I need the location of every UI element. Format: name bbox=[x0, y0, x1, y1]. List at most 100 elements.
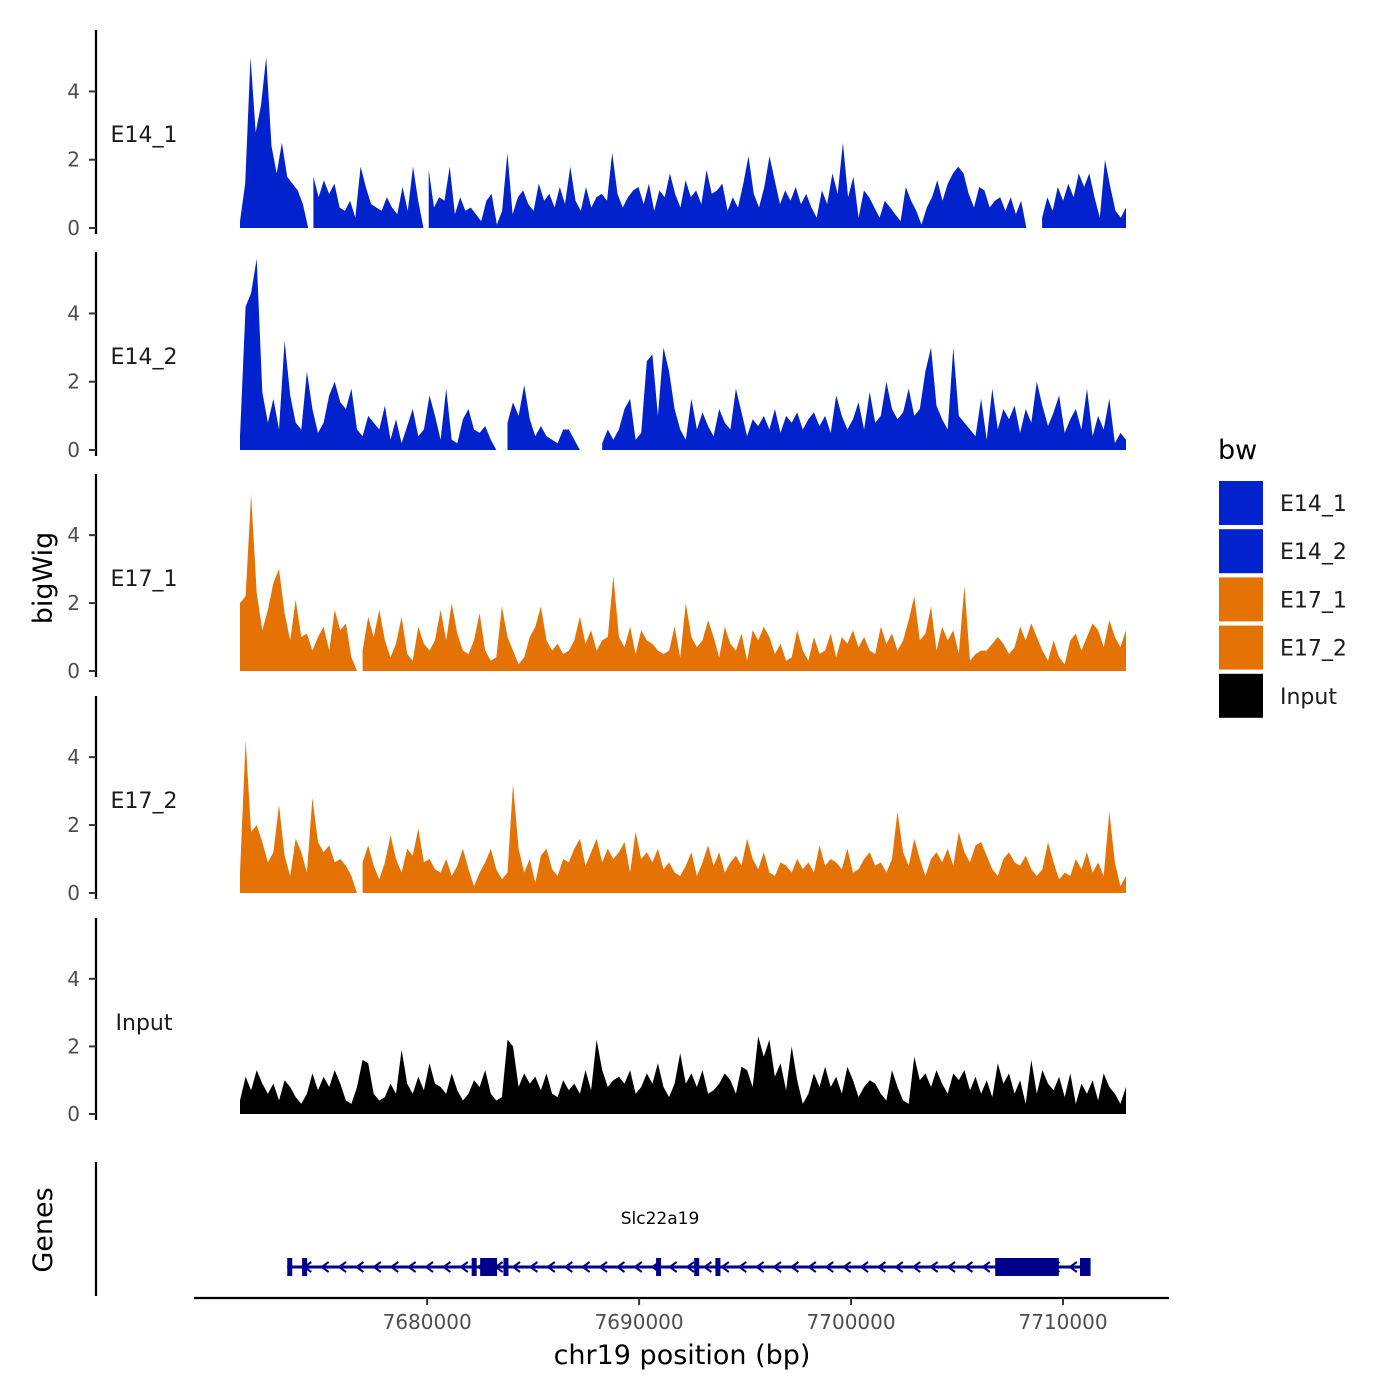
gene-label: Slc22a19 bbox=[621, 1209, 700, 1229]
y-tick-label: 2 bbox=[67, 591, 80, 615]
gene-exon bbox=[302, 1258, 308, 1276]
y-tick-label: 0 bbox=[67, 881, 80, 905]
coverage-area-e17-2 bbox=[240, 740, 1126, 893]
y-axis-title: bigWig bbox=[28, 532, 59, 625]
strand-arrow bbox=[580, 1261, 591, 1273]
gene-exon bbox=[1079, 1258, 1091, 1276]
gene-exon bbox=[694, 1258, 700, 1276]
strand-arrow bbox=[319, 1261, 330, 1273]
strand-arrow bbox=[424, 1261, 434, 1273]
track-label: E14_2 bbox=[111, 345, 178, 370]
track-label: E17_2 bbox=[111, 789, 178, 814]
strand-arrow bbox=[633, 1261, 643, 1273]
gene-model bbox=[287, 1258, 1091, 1276]
strand-arrow bbox=[841, 1261, 852, 1273]
strand-arrow bbox=[824, 1261, 834, 1273]
track-e17-1: 0 2 4 E17_1 bbox=[67, 474, 1126, 683]
legend-label: E17_1 bbox=[1280, 588, 1347, 613]
strand-arrow bbox=[1068, 1261, 1078, 1273]
gene-exon bbox=[503, 1258, 509, 1276]
gene-exon bbox=[656, 1258, 662, 1276]
strand-arrow bbox=[946, 1261, 956, 1273]
x-ticks: 7680000 7690000 7700000 7710000 bbox=[383, 1298, 1108, 1334]
y-tick-label: 4 bbox=[67, 523, 80, 547]
legend-swatch bbox=[1217, 575, 1265, 624]
strand-arrow bbox=[563, 1261, 573, 1273]
strand-arrow bbox=[372, 1261, 382, 1273]
gene-exon bbox=[287, 1258, 293, 1276]
track-label: E14_1 bbox=[111, 123, 178, 148]
coverage-tracks: 0 2 4 E14_1 0 2 4 E14_2 0 2 4 E17_1 0 2 4 E17_2 0 2 4 Input bbox=[67, 30, 1126, 1126]
track-e14-1: 0 2 4 E14_1 bbox=[67, 30, 1126, 240]
legend-items: E14_1 E14_2 E17_1 E17_2 Input bbox=[1217, 479, 1347, 720]
x-axis: 7680000 7690000 7700000 7710000 chr19 posit… bbox=[194, 1296, 1169, 1371]
strand-arrow bbox=[354, 1261, 365, 1273]
strand-arrow bbox=[720, 1261, 730, 1273]
y-tick-label: 2 bbox=[67, 148, 80, 172]
legend-label: Input bbox=[1280, 685, 1337, 710]
y-tick-label: 2 bbox=[67, 1034, 80, 1058]
strand-arrow bbox=[667, 1261, 678, 1273]
strand-arrow bbox=[807, 1261, 817, 1273]
strand-arrow bbox=[737, 1261, 747, 1273]
coverage-area-input bbox=[240, 1036, 1126, 1114]
legend-swatch bbox=[1217, 479, 1265, 527]
strand-arrow bbox=[685, 1261, 695, 1273]
strand-arrow bbox=[598, 1261, 608, 1273]
legend-label: E14_2 bbox=[1280, 540, 1347, 565]
legend: bw E14_1 E14_2 E17_1 E17_2 Input bbox=[1217, 435, 1347, 720]
legend-swatch bbox=[1217, 671, 1265, 720]
gene-exon bbox=[715, 1258, 721, 1276]
y-tick-label: 2 bbox=[67, 813, 80, 837]
strand-arrow bbox=[406, 1261, 417, 1273]
legend-label: E14_1 bbox=[1280, 492, 1347, 517]
y-tick-label: 4 bbox=[67, 79, 80, 103]
gene-track-title: Genes bbox=[28, 1187, 59, 1272]
x-axis-title: chr19 position (bp) bbox=[554, 1340, 811, 1371]
strand-arrow bbox=[337, 1261, 347, 1273]
y-tick-label: 0 bbox=[67, 1102, 80, 1126]
strand-arrow bbox=[789, 1261, 800, 1273]
gene-exon bbox=[480, 1258, 498, 1276]
strand-arrow bbox=[772, 1261, 782, 1273]
strand-arrow bbox=[441, 1261, 452, 1273]
x-tick-label: 7680000 bbox=[383, 1310, 472, 1334]
track-e14-2: 0 2 4 E14_2 bbox=[67, 252, 1126, 462]
y-tick-label: 0 bbox=[67, 216, 80, 240]
track-e17-2: 0 2 4 E17_2 bbox=[67, 696, 1126, 905]
legend-label: E17_2 bbox=[1280, 637, 1347, 662]
x-tick-label: 7710000 bbox=[1018, 1310, 1107, 1334]
strand-arrow bbox=[615, 1261, 626, 1273]
track-input: 0 2 4 Input bbox=[67, 918, 1126, 1126]
strand-arrow bbox=[546, 1261, 556, 1273]
x-tick-label: 7700000 bbox=[807, 1310, 896, 1334]
coverage-area-e14-2 bbox=[240, 258, 1126, 450]
y-tick-label: 4 bbox=[67, 301, 80, 325]
gene-exon bbox=[995, 1258, 1059, 1276]
gene-track: Genes Slc22a19 bbox=[28, 1162, 1091, 1296]
strand-arrow bbox=[511, 1261, 521, 1273]
strand-arrow bbox=[876, 1261, 887, 1273]
legend-swatch bbox=[1217, 623, 1265, 672]
track-label: Input bbox=[116, 1011, 173, 1036]
strand-arrow bbox=[754, 1261, 765, 1273]
x-tick-label: 7690000 bbox=[595, 1310, 684, 1334]
y-tick-label: 2 bbox=[67, 370, 80, 394]
strand-arrow bbox=[389, 1261, 399, 1273]
strand-arrow bbox=[459, 1261, 469, 1273]
strand-arrow bbox=[911, 1261, 921, 1273]
legend-title: bw bbox=[1218, 435, 1257, 466]
y-tick-label: 0 bbox=[67, 659, 80, 683]
strand-arrow bbox=[928, 1261, 939, 1273]
gene-exon bbox=[471, 1258, 477, 1276]
strand-arrow bbox=[859, 1261, 869, 1273]
track-label: E17_1 bbox=[111, 567, 178, 592]
strand-arrow bbox=[528, 1261, 539, 1273]
legend-swatch bbox=[1217, 527, 1265, 576]
strand-arrow bbox=[981, 1261, 991, 1273]
strand-arrow bbox=[894, 1261, 904, 1273]
y-tick-label: 4 bbox=[67, 967, 80, 991]
strand-arrow bbox=[963, 1261, 974, 1273]
coverage-area-e17-1 bbox=[240, 494, 1126, 671]
